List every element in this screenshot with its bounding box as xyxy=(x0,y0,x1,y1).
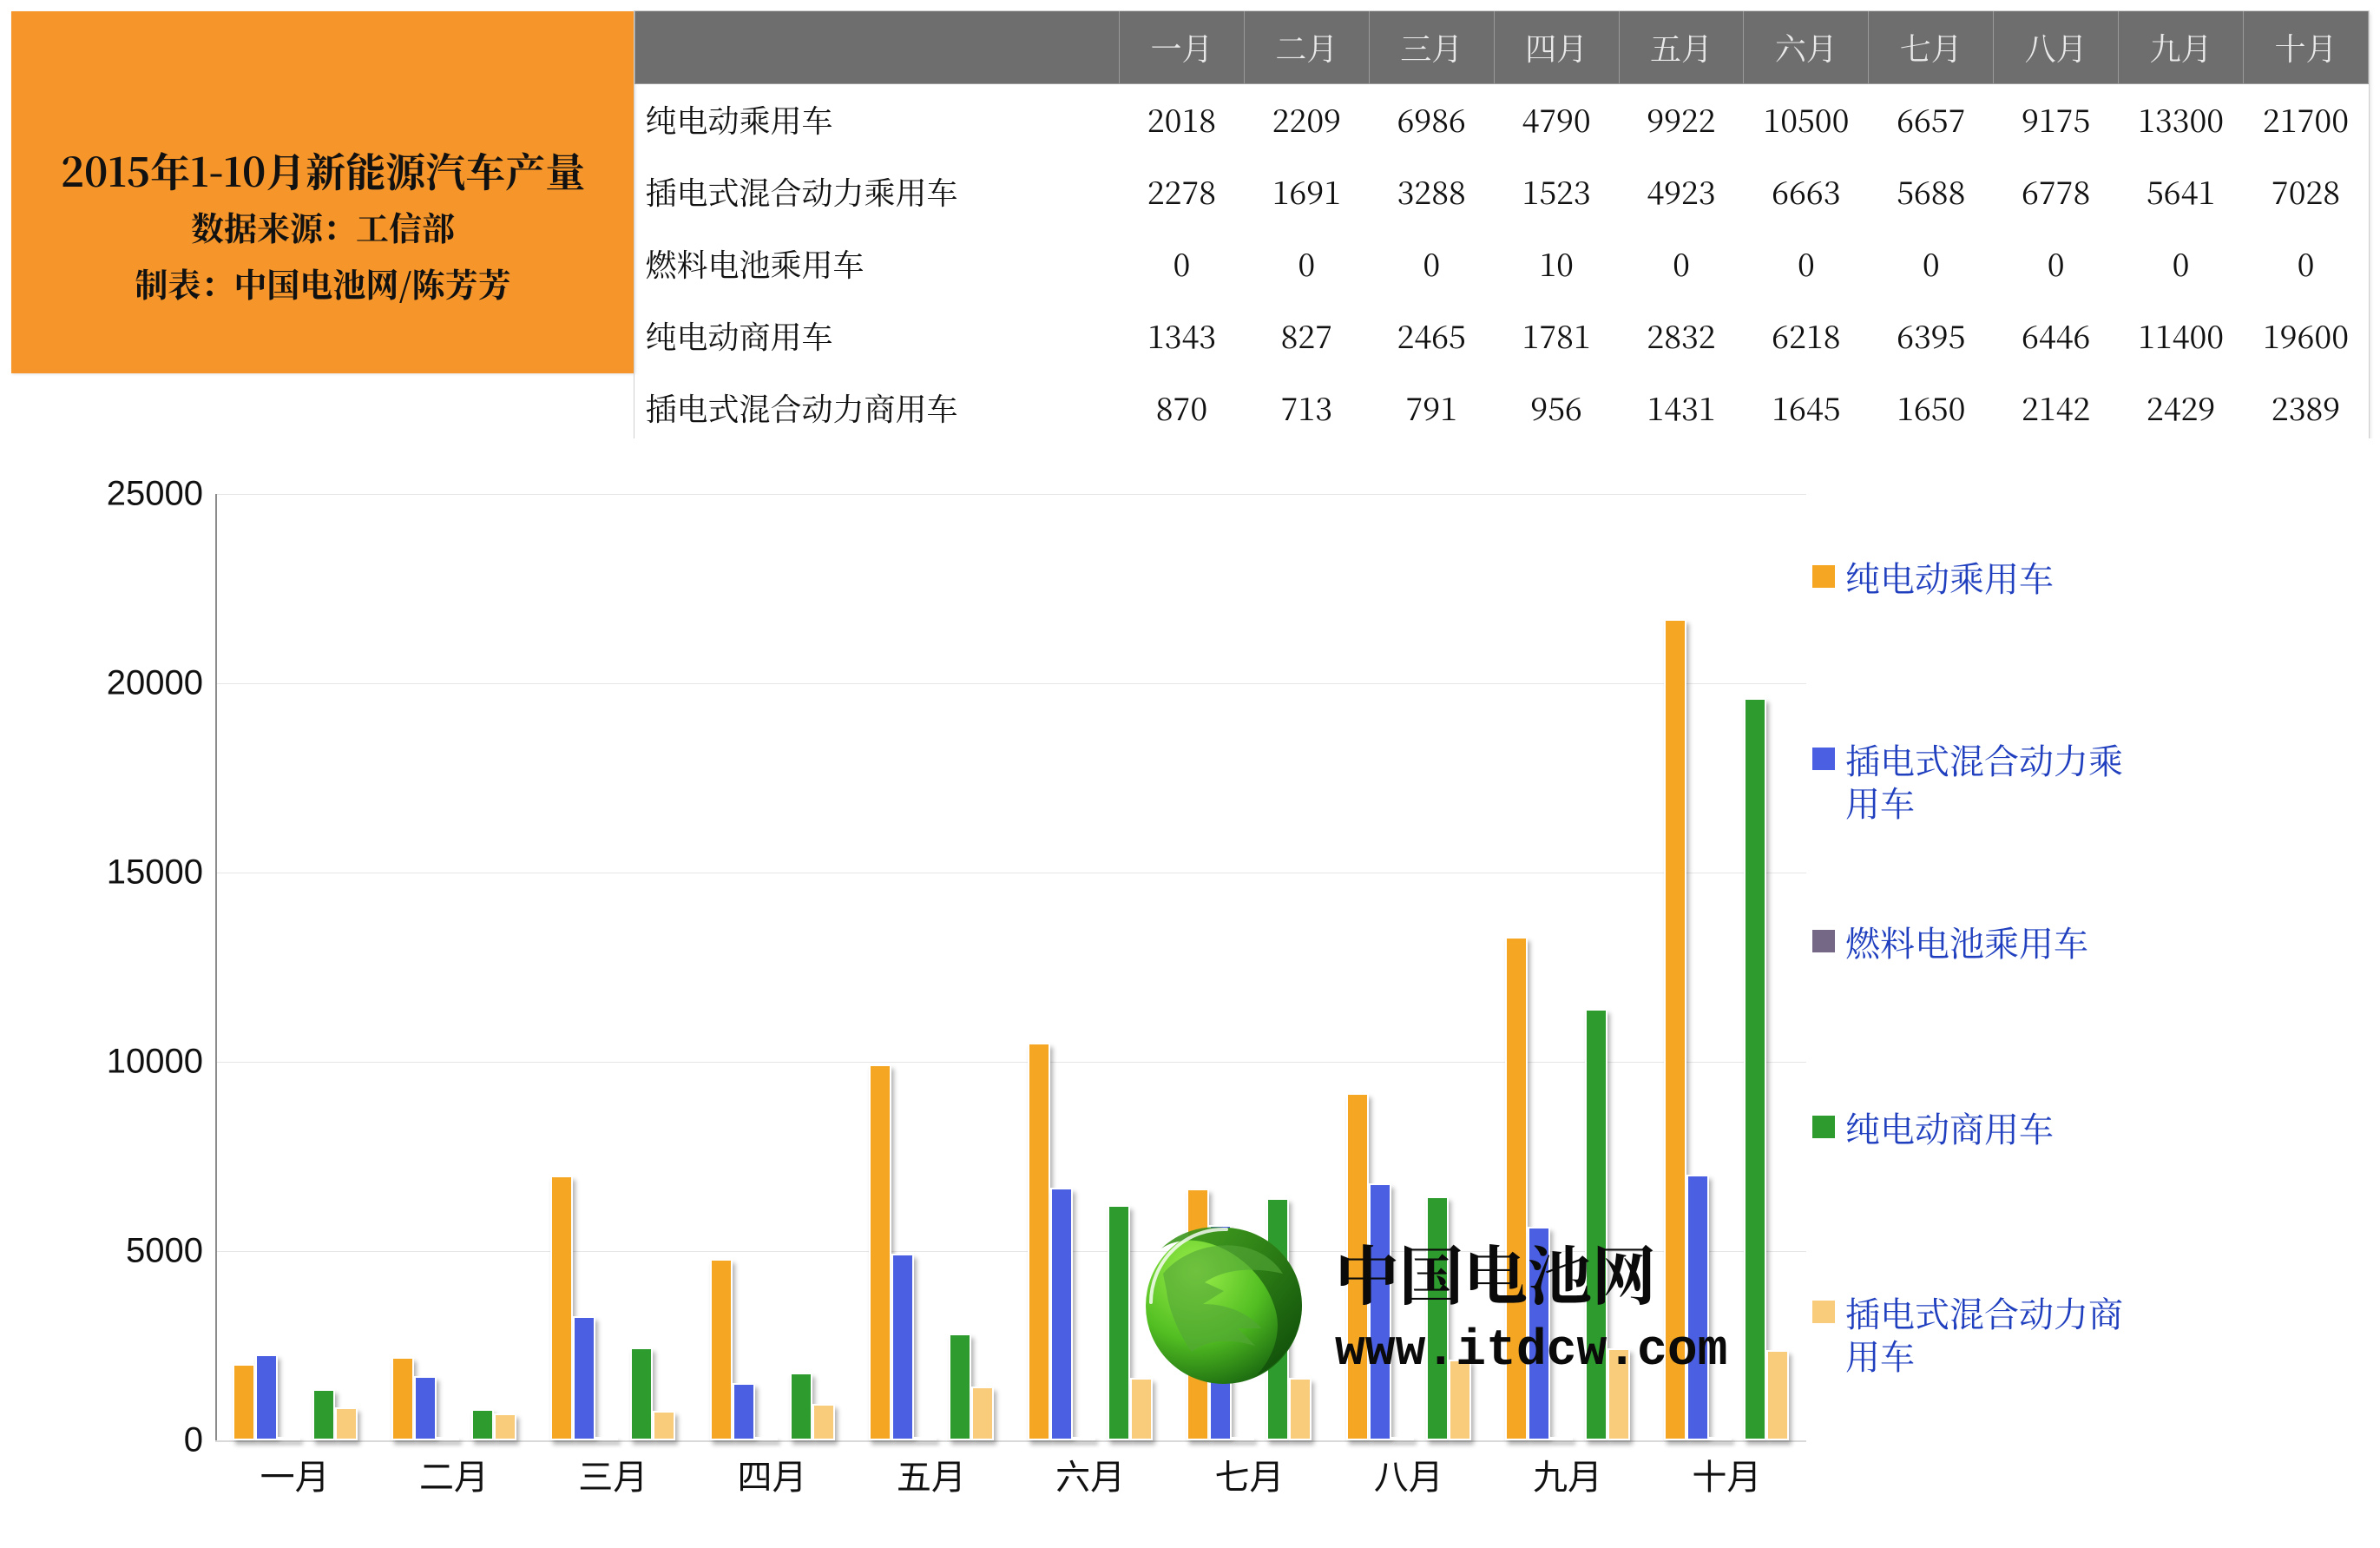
svg-text:中国电池网: 中国电池网 xyxy=(1335,1226,1656,1318)
svg-text:www.itdcw.com: www.itdcw.com xyxy=(1335,1323,1727,1380)
